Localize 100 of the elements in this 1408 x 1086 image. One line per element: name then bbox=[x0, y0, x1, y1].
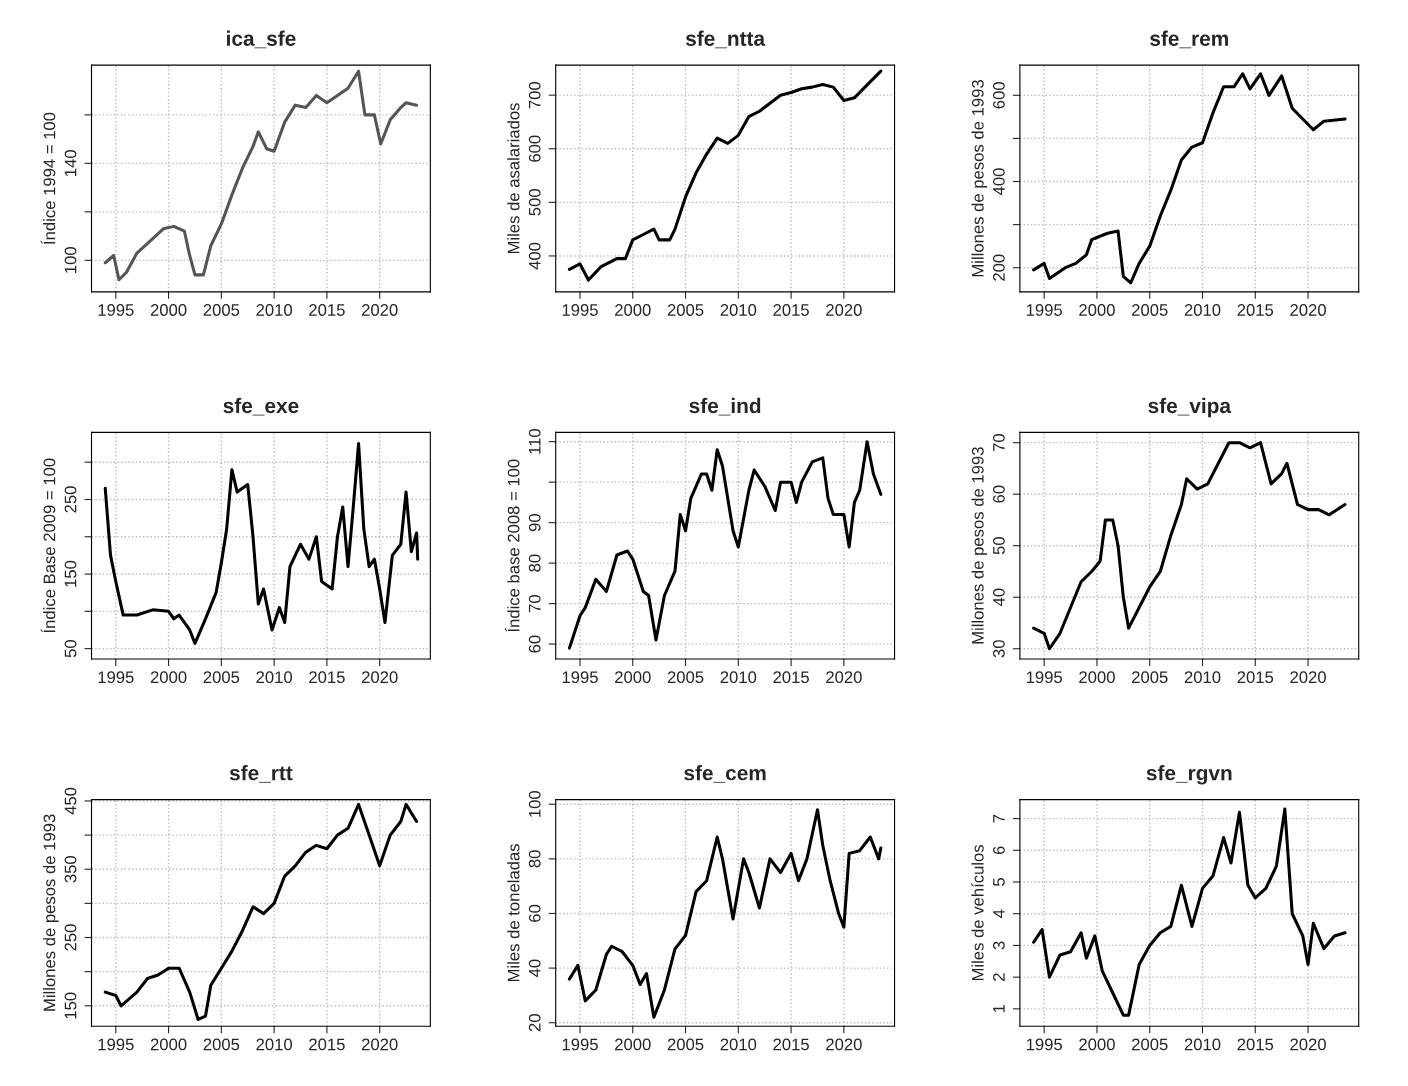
x-tick-label: 2005 bbox=[1132, 304, 1168, 316]
y-tick-label: 60 bbox=[528, 635, 541, 653]
y-tick-label: 80 bbox=[528, 554, 541, 572]
x-tick-label: 2015 bbox=[309, 671, 345, 684]
line-series bbox=[567, 808, 883, 1019]
x-tick-label: 2020 bbox=[361, 1038, 398, 1051]
y-tick-label: 70 bbox=[528, 594, 541, 613]
line-series bbox=[567, 69, 883, 282]
chart-title: sfe_ind bbox=[689, 397, 761, 416]
y-tick-label: 400 bbox=[992, 168, 1005, 196]
x-tick-label: 2010 bbox=[256, 1038, 293, 1051]
y-tick-label: 40 bbox=[992, 588, 1005, 607]
line-series bbox=[103, 442, 420, 645]
y-tick-label: 250 bbox=[64, 486, 77, 513]
x-tick-label: 2010 bbox=[720, 304, 757, 316]
x-tick-label: 1995 bbox=[1026, 671, 1063, 684]
x-tick-label: 1995 bbox=[562, 304, 598, 316]
x-tick-label: 1995 bbox=[1026, 304, 1063, 316]
y-axis-title: Índice base 2008 = 100 bbox=[504, 459, 520, 632]
x-tick-label: 2005 bbox=[1132, 1038, 1168, 1051]
y-axis-title: Miles de asalariados bbox=[507, 103, 520, 254]
x-tick-label: 2005 bbox=[1132, 671, 1168, 684]
x-tick-label: 1995 bbox=[98, 1038, 134, 1051]
x-tick-label: 2020 bbox=[361, 671, 398, 684]
y-tick-label: 30 bbox=[992, 640, 1005, 658]
y-tick-label: 6 bbox=[992, 846, 1005, 855]
x-tick-label: 1995 bbox=[98, 671, 134, 684]
x-tick-label: 1995 bbox=[1026, 1038, 1063, 1051]
y-tick-label: 2 bbox=[992, 973, 1005, 981]
x-tick-label: 2015 bbox=[773, 304, 809, 316]
y-tick-label: 110 bbox=[528, 429, 541, 454]
y-tick-label: 70 bbox=[992, 434, 1005, 452]
y-axis-title: Miles de vehículos bbox=[971, 844, 984, 981]
y-tick-label: 20 bbox=[528, 1014, 541, 1032]
chart-title: sfe_vipa bbox=[1148, 397, 1232, 418]
x-tick-label: 2010 bbox=[256, 671, 293, 684]
y-axis-title: Millones de pesos de 1993 bbox=[43, 814, 59, 1011]
x-tick-label: 2000 bbox=[615, 304, 651, 316]
y-tick-label: 100 bbox=[528, 790, 541, 817]
x-tick-label: 1995 bbox=[562, 671, 598, 684]
x-tick-label: 2010 bbox=[1184, 1038, 1221, 1051]
x-tick-label: 2010 bbox=[1184, 671, 1221, 684]
x-tick-label: 2015 bbox=[1237, 671, 1274, 684]
x-tick-label: 2020 bbox=[361, 304, 398, 316]
x-tick-label: 2005 bbox=[667, 1038, 704, 1051]
x-tick-label: 2015 bbox=[309, 1038, 345, 1051]
x-tick-label: 2000 bbox=[150, 304, 187, 316]
y-tick-label: 80 bbox=[528, 850, 541, 868]
x-tick-label: 2000 bbox=[1079, 304, 1115, 316]
line-series bbox=[1032, 807, 1347, 1017]
y-axis-title: Miles de toneladas bbox=[507, 844, 520, 982]
y-tick-label: 700 bbox=[528, 81, 541, 109]
chart-title: sfe_cem bbox=[684, 765, 766, 783]
x-tick-label: 2000 bbox=[615, 671, 651, 684]
x-tick-label: 2005 bbox=[667, 304, 704, 316]
x-tick-label: 2000 bbox=[615, 1038, 651, 1051]
x-tick-label: 2015 bbox=[1237, 304, 1274, 316]
y-tick-label: 500 bbox=[528, 189, 541, 216]
x-tick-label: 2020 bbox=[1290, 671, 1326, 684]
x-tick-label: 2020 bbox=[1290, 304, 1326, 316]
y-tick-label: 3 bbox=[992, 941, 1005, 950]
y-tick-label: 90 bbox=[528, 514, 541, 532]
y-tick-label: 60 bbox=[528, 904, 541, 922]
x-tick-label: 2000 bbox=[150, 1038, 187, 1051]
y-tick-label: 250 bbox=[64, 924, 77, 951]
y-tick-label: 4 bbox=[993, 909, 1005, 918]
chart-title: ica_sfe bbox=[227, 30, 296, 49]
y-axis-title: Millones de pesos de 1993 bbox=[971, 447, 987, 644]
x-tick-label: 2015 bbox=[309, 304, 345, 316]
x-tick-label: 2020 bbox=[826, 671, 862, 684]
y-tick-label: 150 bbox=[64, 560, 77, 587]
x-tick-label: 2010 bbox=[720, 671, 757, 684]
chart-title: sfe_rem bbox=[1150, 30, 1228, 49]
y-tick-label: 140 bbox=[64, 150, 77, 176]
x-tick-label: 2015 bbox=[1237, 1038, 1274, 1051]
chart-title: sfe_ntta bbox=[685, 30, 766, 49]
line-series bbox=[103, 69, 419, 282]
x-tick-label: 2010 bbox=[1184, 304, 1221, 316]
line-series bbox=[103, 802, 419, 1021]
y-axis-title: Índice Base 2009 = 100 bbox=[40, 458, 56, 633]
y-tick-label: 100 bbox=[64, 247, 77, 273]
x-tick-label: 2010 bbox=[720, 1038, 757, 1051]
x-tick-label: 2015 bbox=[773, 1038, 809, 1051]
x-tick-label: 2020 bbox=[826, 1038, 862, 1051]
y-axis-title: Millones de pesos de 1993 bbox=[971, 80, 987, 277]
x-tick-label: 2010 bbox=[256, 304, 293, 316]
y-tick-label: 60 bbox=[992, 485, 1005, 503]
y-tick-label: 600 bbox=[992, 82, 1005, 109]
x-tick-label: 2000 bbox=[150, 671, 187, 684]
y-tick-label: 350 bbox=[64, 855, 77, 883]
y-tick-label: 5 bbox=[993, 878, 1005, 886]
x-tick-label: 1995 bbox=[562, 1038, 598, 1051]
x-tick-label: 2005 bbox=[203, 1038, 240, 1051]
x-tick-label: 2020 bbox=[1290, 1038, 1326, 1051]
line-series bbox=[1032, 72, 1347, 285]
y-tick-label: 50 bbox=[64, 640, 77, 658]
x-tick-label: 2000 bbox=[1079, 1038, 1115, 1051]
y-tick-label: 40 bbox=[528, 959, 541, 977]
x-tick-label: 2005 bbox=[667, 671, 704, 684]
x-tick-label: 2020 bbox=[826, 304, 862, 316]
